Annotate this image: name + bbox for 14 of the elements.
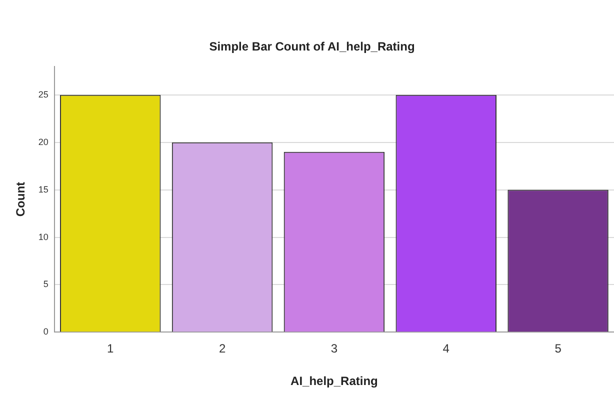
y-tick-label: 10 xyxy=(38,232,48,242)
y-tick-label: 0 xyxy=(43,326,48,337)
x-tick-label: 1 xyxy=(107,342,114,356)
y-tick-label: 25 xyxy=(38,89,48,100)
x-tick-label: 3 xyxy=(330,342,338,356)
y-tick-label: 15 xyxy=(38,184,48,194)
y-tick-label: 5 xyxy=(43,279,48,290)
x-tick-label: 4 xyxy=(442,342,450,356)
x-tick-label: 2 xyxy=(218,342,226,356)
x-axis-title: AI_help_Rating xyxy=(290,374,378,388)
x-tick-label: 5 xyxy=(554,342,562,356)
y-axis-title: Count xyxy=(14,182,28,217)
y-tick-label: 20 xyxy=(38,136,48,147)
chart-title: Simple Bar Count of AI_help_Rating xyxy=(209,40,415,54)
